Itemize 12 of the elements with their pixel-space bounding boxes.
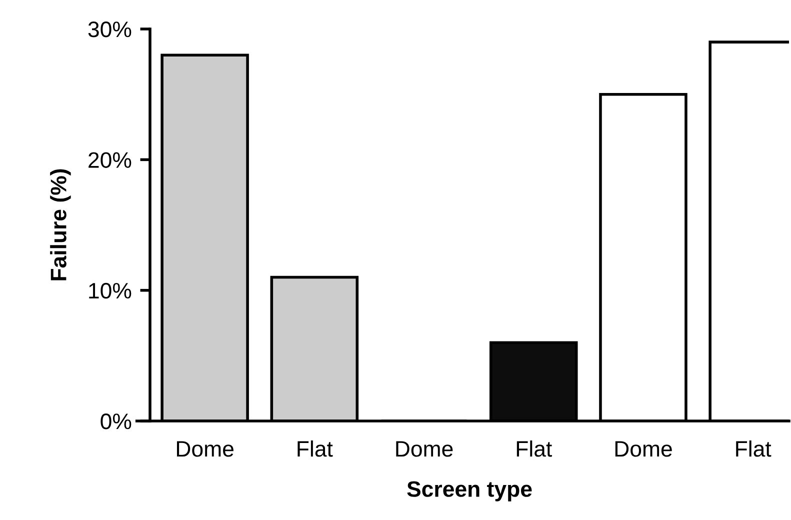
y-tick-label: 30%: [88, 22, 132, 38]
x-tick-label: Flat: [298, 440, 333, 457]
x-tick-label: Dome: [615, 441, 672, 457]
x-tick-label: Flat: [736, 440, 772, 457]
x-axis-title: Screen type: [407, 481, 532, 502]
x-tick-label: Dome: [396, 441, 453, 457]
y-tick-label: 0%: [100, 414, 132, 430]
x-tick-label: Flat: [516, 440, 552, 457]
y-tick-label: 20%: [88, 152, 132, 168]
x-tick-label: Dome: [176, 441, 234, 457]
y-tick-label: 10%: [89, 282, 132, 299]
y-axis-title: Failure (%): [50, 169, 71, 280]
